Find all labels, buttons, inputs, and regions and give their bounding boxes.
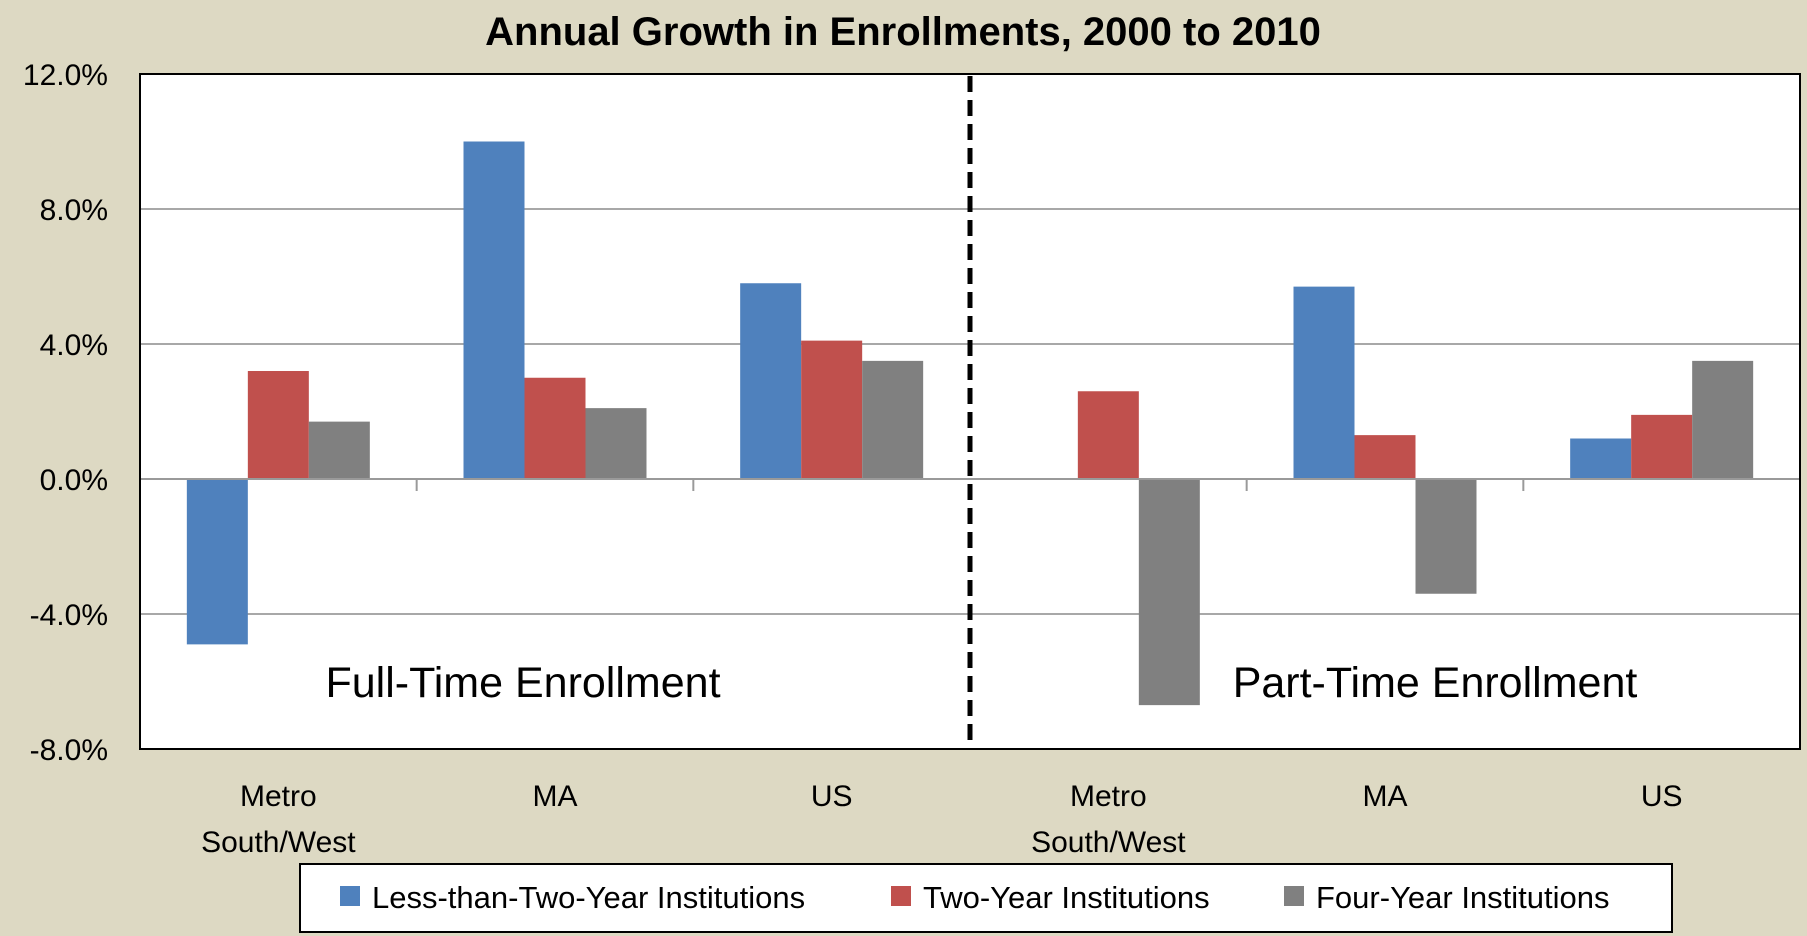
chart-title: Annual Growth in Enrollments, 2000 to 20… <box>485 10 1321 54</box>
y-tick-label: -8.0% <box>30 734 108 767</box>
x-category-label: South/West <box>201 826 356 859</box>
legend: Less-than-Two-Year Institutions Two-Year … <box>340 880 1610 915</box>
bar <box>1570 438 1632 479</box>
bar <box>1293 286 1355 479</box>
bar <box>862 360 924 479</box>
x-category-label: Metro <box>1070 780 1147 813</box>
x-category-label: US <box>811 780 853 813</box>
bar <box>186 479 248 645</box>
bar <box>1692 360 1754 479</box>
bar <box>308 421 370 479</box>
bar <box>740 283 802 479</box>
x-axis-ticks <box>415 479 1525 491</box>
bar <box>1631 414 1693 479</box>
legend-swatch <box>340 886 360 906</box>
y-tick-label: 0.0% <box>40 464 108 497</box>
x-category-label: Metro <box>240 780 317 813</box>
y-tick-label: -4.0% <box>30 599 108 632</box>
bar <box>1354 435 1416 479</box>
bar <box>585 408 647 479</box>
bars <box>186 141 1754 706</box>
y-tick-label: 4.0% <box>40 329 108 362</box>
bar <box>524 377 586 479</box>
x-category-label: MA <box>533 780 578 813</box>
legend-box <box>299 863 1673 933</box>
x-category-label: South/West <box>1031 826 1186 859</box>
x-category-label: MA <box>1363 780 1408 813</box>
legend-swatch <box>1284 886 1304 906</box>
bar <box>1138 479 1200 706</box>
bar <box>247 371 309 479</box>
bar <box>1077 391 1139 479</box>
legend-label: Four-Year Institutions <box>1316 880 1610 915</box>
x-axis-category-labels: Metro South/West MA US Metro South/West MA US <box>201 780 1682 859</box>
panel-label-full-time: Full-Time Enrollment <box>325 659 720 707</box>
bar <box>1415 479 1477 594</box>
legend-swatch <box>891 886 911 906</box>
legend-label: Less-than-Two-Year Institutions <box>372 880 805 915</box>
panel-label-part-time: Part-Time Enrollment <box>1233 659 1638 707</box>
bar <box>801 340 863 479</box>
bar <box>463 141 525 479</box>
x-category-label: US <box>1641 780 1683 813</box>
y-tick-label: 8.0% <box>40 194 108 227</box>
y-tick-label: 12.0% <box>23 59 108 92</box>
legend-label: Two-Year Institutions <box>923 880 1210 915</box>
y-axis-tick-labels: 12.0% 8.0% 4.0% 0.0% -4.0% -8.0% <box>23 59 108 767</box>
